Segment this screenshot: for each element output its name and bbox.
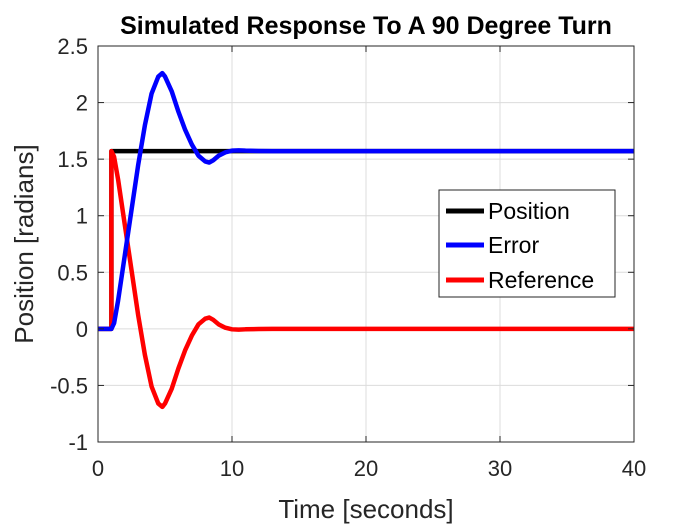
y-tick-label: 0 bbox=[76, 317, 88, 342]
y-tick-label: 2 bbox=[76, 91, 88, 116]
y-tick-label: 1 bbox=[76, 204, 88, 229]
x-tick-label: 10 bbox=[220, 456, 244, 481]
chart-title: Simulated Response To A 90 Degree Turn bbox=[120, 12, 612, 40]
x-tick-label: 40 bbox=[622, 456, 646, 481]
legend-label-reference: Reference bbox=[488, 267, 594, 293]
series-lines bbox=[98, 70, 634, 410]
legend-label-error: Error bbox=[488, 232, 539, 258]
axis-ticks bbox=[97, 45, 635, 443]
x-axis-label: Time [seconds] bbox=[278, 494, 453, 524]
x-tick-label: 20 bbox=[354, 456, 378, 481]
y-tick-label: 2.5 bbox=[57, 34, 88, 59]
y-tick-labels: -1 -0.5 0 0.5 1 1.5 2 2.5 bbox=[50, 34, 88, 455]
series-line-reference bbox=[98, 148, 634, 410]
x-tick-labels: 0 10 20 30 40 bbox=[92, 456, 646, 481]
x-tick-label: 0 bbox=[92, 456, 104, 481]
y-axis-label: Position [radians] bbox=[9, 144, 39, 343]
legend: Position Error Reference bbox=[438, 189, 616, 298]
legend-label-position: Position bbox=[488, 198, 570, 224]
y-tick-label: -1 bbox=[68, 430, 88, 455]
series-line-error bbox=[98, 70, 634, 332]
y-tick-label: 0.5 bbox=[57, 260, 88, 285]
y-tick-label: -0.5 bbox=[50, 373, 88, 398]
x-tick-label: 30 bbox=[488, 456, 512, 481]
y-tick-label: 1.5 bbox=[57, 147, 88, 172]
